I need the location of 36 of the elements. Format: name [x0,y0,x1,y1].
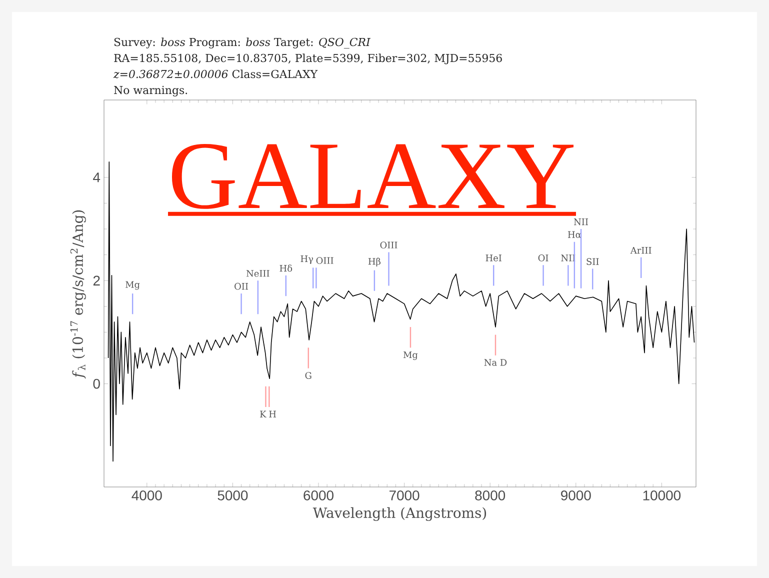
y-tick-label: 2 [93,276,100,286]
ref-line-label: HeI [486,254,502,262]
chart-title: Survey: boss Program: boss Target: QSO_CRI [114,38,371,49]
ref-line-label: SII [586,258,599,265]
x-tick-label: 4000 [132,490,162,500]
text: No warnings. [114,86,188,96]
ref-line-label: K [260,410,266,418]
ref-line-label: Mg [403,351,418,360]
ref-line-label: NII [574,218,588,226]
ref-line-label: OIII [380,242,398,248]
x-tick-label: 9000 [561,490,591,500]
x-tick-label: 8000 [475,490,506,500]
ref-line-label: OII [234,282,248,290]
ref-line-label: Hβ [368,258,380,266]
ref-line-label: Hα [568,231,582,238]
ref-line-label: ArIII [630,247,652,254]
x-tick-label: 10000 [643,490,681,500]
chart-subtitle: RA=185.55108, Dec=10.83705, Plate=5399, Fiber=302, MJD=55956 [114,54,502,64]
x-tick-label: 7000 [390,490,420,500]
text: z=0.36872±0.00006 Class=GALAXY [113,70,318,78]
x-axis-title: Wavelength (Angstroms) [312,507,486,521]
ref-line-label: H [269,410,276,418]
ref-line-label: Hδ [280,264,292,272]
x-tick-label: 6000 [304,490,334,500]
ref-line-label: Na D [484,359,507,366]
ref-line-label: OI [538,254,548,262]
y-tick-label: 4 [93,172,100,182]
y-axis-title: f$_{λ}$ (10$^{-17}$ erg/s/cm$^{2}$/Ang) [70,210,86,379]
ref-line-label: Hγ [300,255,314,264]
ref-line-label: OIII [316,257,334,264]
ref-line-label: NeIII [246,270,270,277]
x-tick-label: 5000 [218,490,248,500]
annotation: GALAXY [172,144,574,209]
ref-line-label: Mg [126,281,140,290]
ref-line-label: G [305,372,312,379]
y-tick-label: 0 [93,378,100,389]
